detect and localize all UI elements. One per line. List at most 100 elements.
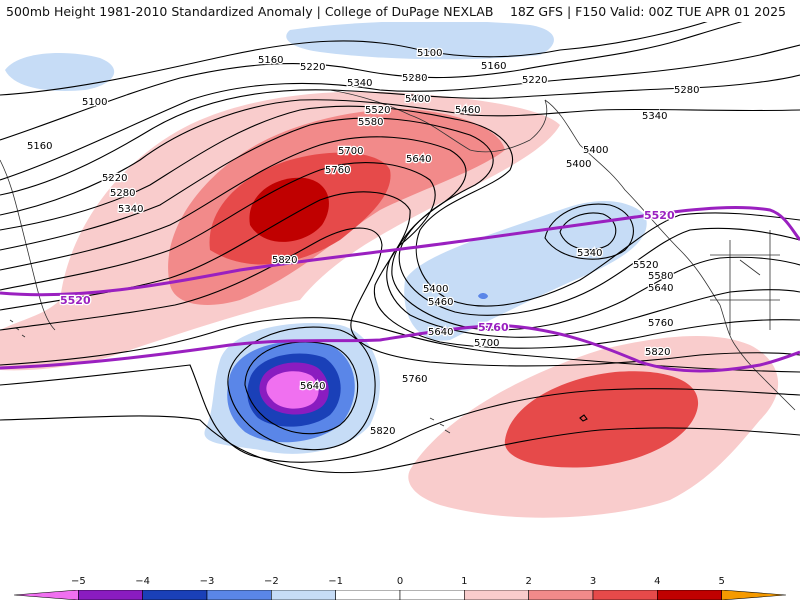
contour-label-layer: 5100 5100 5160 5160 5160 5220 5220 5220 … <box>26 47 701 439</box>
us-west-coastline <box>719 304 796 411</box>
contour-label: 5700 <box>338 146 363 157</box>
colorbar-segment <box>335 590 401 600</box>
contour-label: 5220 <box>102 173 127 184</box>
colorbar-segment <box>528 590 594 600</box>
colorbar-tick-label: −1 <box>328 576 344 587</box>
colorbar-tick-label: 0 <box>396 576 404 587</box>
state-borders <box>710 230 780 335</box>
siberia-coastline <box>0 159 56 331</box>
contour-label: 5340 <box>642 111 667 122</box>
contour-label: 5760 <box>648 318 673 329</box>
contour-label: 5280 <box>402 73 427 84</box>
colorbar-segment <box>657 590 722 600</box>
colorbar-tick-label: −4 <box>135 576 151 587</box>
colorbar-segment <box>464 590 529 600</box>
contour-label: 5340 <box>347 78 372 89</box>
contour-label: 5820 <box>370 426 395 437</box>
contour-label: 5820 <box>272 255 297 266</box>
colorbar-tick-label: 5 <box>718 576 725 587</box>
contour-label: 5400 <box>405 94 430 105</box>
contour-label: 5460 <box>428 297 453 308</box>
height-contour <box>244 341 359 435</box>
contour-label: 5460 <box>455 105 480 116</box>
colorbar-segment <box>721 590 787 600</box>
contour-label: 5280 <box>110 188 135 199</box>
height-contour <box>0 44 800 181</box>
product-title: 500mb Height 1981-2010 Standardized Anom… <box>6 4 494 19</box>
highlight-contour-5520 <box>0 206 800 297</box>
height-contour <box>0 415 800 474</box>
contour-label: 5640 <box>406 154 431 165</box>
contour-label: 5640 <box>648 283 673 294</box>
colorbar-tick-label: −3 <box>199 576 215 587</box>
contour-label: 5400 <box>583 145 608 156</box>
colorbar-tick-label: 3 <box>589 576 597 587</box>
contour-label: 5400 <box>423 284 448 295</box>
colorbar-tick-label: 2 <box>525 576 532 587</box>
highlight-contour-5760 <box>0 324 800 373</box>
contour-label: 5760 <box>325 165 350 176</box>
colorbar-scale <box>13 590 787 600</box>
colorbar-segment <box>13 590 79 600</box>
height-contour <box>544 203 634 260</box>
colorbar-segment <box>206 590 272 600</box>
canada-coastline <box>544 99 721 306</box>
contour-label: 5400 <box>566 159 591 170</box>
model-run-info: 18Z GFS | F150 Valid: 00Z TUE APR 01 202… <box>509 4 786 19</box>
contour-label: 5700 <box>474 338 499 349</box>
contour-label: 5340 <box>577 248 602 259</box>
colorbar-segment <box>142 590 208 600</box>
contour-label: 5520 <box>365 105 390 116</box>
height-contour-layer <box>0 7 800 474</box>
contour-label: 5100 <box>82 97 107 108</box>
contour-label: 5340 <box>118 204 143 215</box>
contour-label: 5580 <box>358 117 383 128</box>
height-contour <box>0 162 800 338</box>
negative-anomaly-region <box>266 371 319 409</box>
contour-label: 5820 <box>645 347 670 358</box>
colorbar-tick-label: −5 <box>70 576 86 587</box>
height-contour <box>0 74 800 196</box>
height-contour <box>0 227 800 367</box>
height-contour <box>0 317 800 373</box>
map-header: 500mb Height 1981-2010 Standardized Anom… <box>0 0 800 22</box>
highlight-label: 5520 <box>60 294 91 307</box>
anomaly-fill-layer <box>0 20 779 518</box>
contour-label: 5160 <box>27 141 52 152</box>
colorbar-segment <box>399 590 465 600</box>
height-contour <box>0 9 741 96</box>
colorbar-segment <box>592 590 658 600</box>
height-contour <box>0 364 800 463</box>
height-contour <box>579 414 588 422</box>
height-contour <box>0 7 800 141</box>
colorbar-tick-label: 4 <box>654 576 661 587</box>
highlight-label: 5520 <box>644 209 675 222</box>
contour-label: 5160 <box>481 61 506 72</box>
height-contour <box>227 326 376 451</box>
contour-label: 5760 <box>402 374 427 385</box>
hawaii-islands <box>429 417 451 434</box>
colorbar-tick-label: 1 <box>461 576 468 587</box>
height-contour <box>0 117 800 316</box>
negative-anomaly-region <box>404 200 647 341</box>
colorbar-tick-label: −2 <box>263 576 279 587</box>
height-contour <box>559 212 617 251</box>
negative-anomaly-region <box>478 293 488 299</box>
contour-label: 5220 <box>522 75 547 86</box>
height-contour <box>0 99 800 216</box>
contour-label: 5520 <box>633 260 658 271</box>
contour-label: 5100 <box>417 48 442 59</box>
colorbar-segment <box>271 590 336 600</box>
negative-anomaly-region <box>286 20 554 60</box>
contour-label: 5280 <box>674 85 699 96</box>
contour-label: 5220 <box>300 62 325 73</box>
contour-label: 5640 <box>428 327 453 338</box>
colorbar-segment <box>78 590 143 600</box>
highlight-label: 5760 <box>478 321 509 334</box>
contour-label: 5580 <box>648 271 673 282</box>
negative-anomaly-region <box>5 53 115 91</box>
height-contour <box>0 136 800 331</box>
anomaly-colorbar: −5 −4 −3 −2 −1 0 1 2 3 4 5 <box>0 568 800 600</box>
